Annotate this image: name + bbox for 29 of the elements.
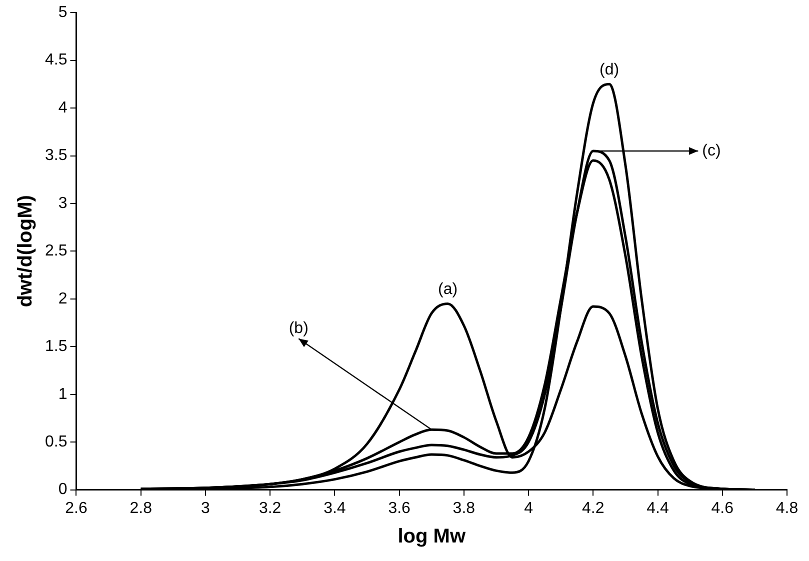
x-tick-label: 4.4 <box>646 500 669 517</box>
y-tick-label: 3 <box>58 194 68 212</box>
y-tick-label: 4 <box>58 99 68 116</box>
x-tick-label: 4.2 <box>582 500 604 517</box>
x-tick-label: 4.8 <box>776 500 798 517</box>
y-tick-label: 4.5 <box>44 52 68 69</box>
y-tick-label: 0 <box>58 481 68 498</box>
y-tick-label: 2.5 <box>44 242 68 260</box>
x-tick-label: 3 <box>201 500 210 517</box>
annotation: (d) <box>600 62 620 79</box>
x-axis-title: log Mw <box>398 526 466 548</box>
annotation: (c) <box>702 142 721 160</box>
annotation: (b) <box>288 320 308 338</box>
y-tick-label: 0.5 <box>44 433 68 450</box>
x-tick-label: 3.4 <box>324 500 346 517</box>
x-tick-label: 3.8 <box>452 500 476 517</box>
x-tick-label: 2.6 <box>65 500 88 517</box>
x-tick-label: 4 <box>524 500 534 517</box>
annotation: (a) <box>438 281 458 298</box>
y-tick-label: 5 <box>58 4 68 22</box>
x-tick-label: 3.2 <box>258 500 282 517</box>
x-tick-label: 2.8 <box>130 500 152 517</box>
y-tick-label: 1 <box>58 386 68 403</box>
x-tick-label: 3.6 <box>388 500 411 517</box>
y-tick-label: 1.5 <box>44 338 68 356</box>
x-tick-label: 4.6 <box>711 500 734 517</box>
y-tick-label: 2 <box>58 290 68 308</box>
y-tick-label: 3.5 <box>44 147 68 164</box>
y-axis-title: dwt/d(logM) <box>14 195 37 308</box>
